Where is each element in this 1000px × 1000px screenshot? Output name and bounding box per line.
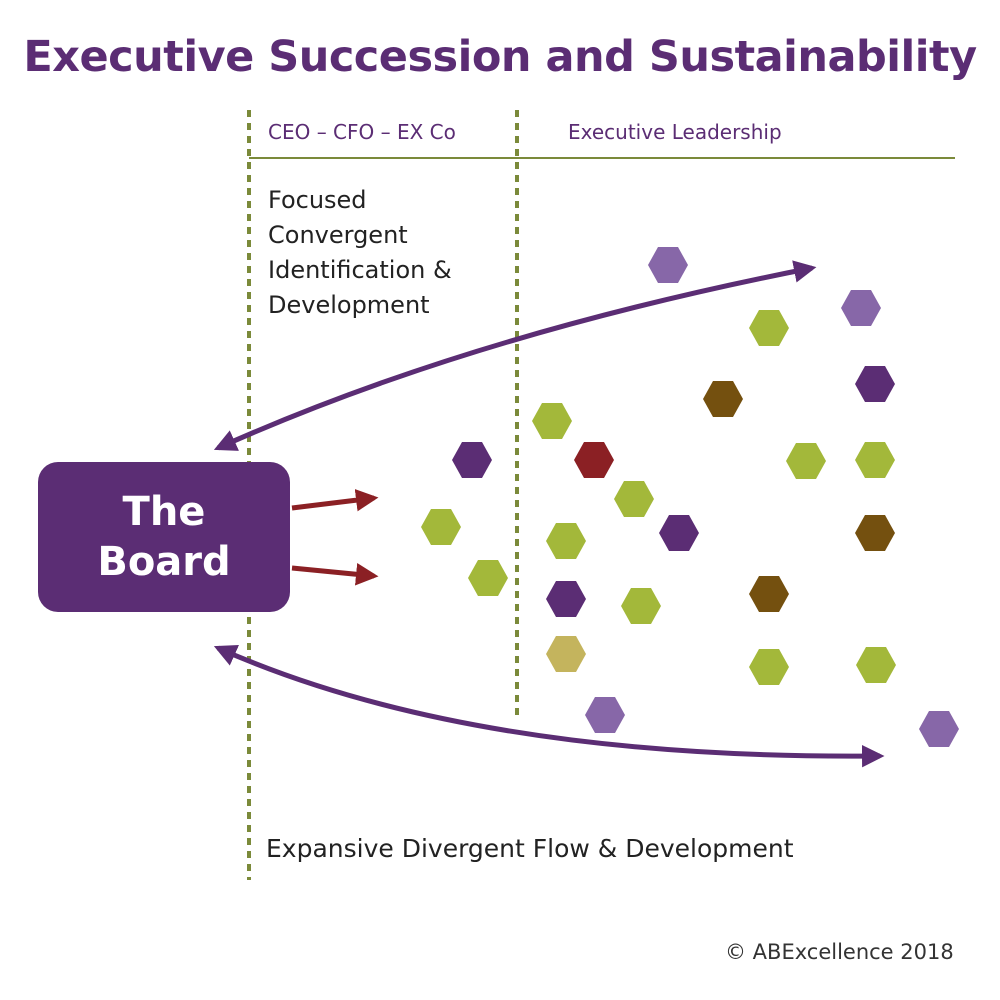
hexagon: [452, 442, 492, 478]
hexagon: [659, 515, 699, 551]
focused-line: Focused: [268, 186, 367, 214]
hexagon: [574, 442, 614, 478]
hexagon-group: [421, 247, 959, 747]
hexagon: [585, 697, 625, 733]
hexagon: [546, 523, 586, 559]
hexagon: [855, 366, 895, 402]
hexagon: [749, 649, 789, 685]
focused-convergent-label: Focused Convergent Identification & Deve…: [268, 183, 452, 323]
hexagon: [856, 647, 896, 683]
page-title: Executive Succession and Sustainability: [23, 32, 977, 82]
board-arrow-lower: [291, 563, 379, 586]
copyright-notice: © ABExcellence 2018: [725, 940, 954, 964]
hexagon: [614, 481, 654, 517]
hexagon: [648, 247, 688, 283]
hexagon: [855, 515, 895, 551]
board-label-line2: Board: [97, 539, 231, 585]
hexagon: [919, 711, 959, 747]
left-column-header: CEO – CFO – EX Co: [268, 120, 456, 144]
focused-line: Development: [268, 291, 430, 319]
hexagon: [621, 588, 661, 624]
hexagon: [786, 443, 826, 479]
hexagon: [841, 290, 881, 326]
hexagon: [546, 581, 586, 617]
hexagon: [468, 560, 508, 596]
expansive-divergent-caption: Expansive Divergent Flow & Development: [266, 834, 794, 863]
right-column-header: Executive Leadership: [568, 120, 782, 144]
hexagon: [421, 509, 461, 545]
upper-curved-arrow: [213, 260, 817, 451]
focused-line: Identification &: [268, 256, 452, 284]
hexagon: [749, 310, 789, 346]
hexagon: [703, 381, 743, 417]
focused-line: Convergent: [268, 221, 408, 249]
hexagon: [532, 403, 572, 439]
lower-curved-arrow: [213, 645, 885, 768]
board-arrow-upper: [291, 489, 379, 512]
hexagon: [749, 576, 789, 612]
hexagon: [855, 442, 895, 478]
board-label-line1: The: [122, 489, 206, 535]
hexagon: [546, 636, 586, 672]
the-board-box: The Board: [38, 462, 290, 612]
